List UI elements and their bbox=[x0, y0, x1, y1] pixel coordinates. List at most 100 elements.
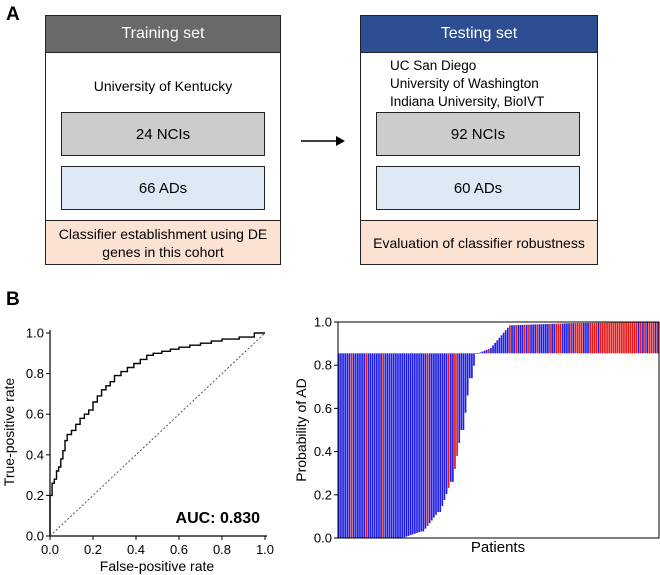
probability-bar bbox=[642, 322, 644, 354]
probability-bar bbox=[656, 322, 659, 354]
probability-bar bbox=[509, 325, 511, 354]
probability-bar bbox=[608, 322, 611, 354]
testing-set-title: Testing set bbox=[440, 25, 518, 42]
probability-bar bbox=[411, 353, 414, 535]
probability-bar bbox=[424, 353, 427, 529]
roc-y-tick-label: 0.6 bbox=[26, 407, 44, 422]
probability-bar bbox=[388, 353, 391, 538]
roc-auc-label: AUC: 0.830 bbox=[176, 510, 261, 527]
probability-bar bbox=[633, 322, 636, 354]
probability-bar bbox=[585, 322, 587, 354]
probability-y-tick-label: 0.4 bbox=[314, 444, 332, 459]
probability-bar bbox=[485, 349, 488, 354]
probability-bar bbox=[460, 353, 463, 430]
probability-bar bbox=[591, 322, 594, 354]
probability-bar bbox=[511, 325, 513, 354]
probability-bar bbox=[361, 353, 363, 538]
roc-y-tick-label: 1.0 bbox=[26, 326, 44, 341]
probability-bar bbox=[559, 323, 562, 354]
probability-bar bbox=[601, 322, 604, 354]
probability-y-tick-label: 0.0 bbox=[314, 531, 332, 546]
probability-bar bbox=[371, 353, 374, 538]
probability-bar bbox=[610, 322, 613, 354]
probability-bar bbox=[346, 353, 349, 538]
training-footer: Classifier establishment using DE genes … bbox=[46, 220, 280, 264]
probability-bar bbox=[340, 353, 342, 538]
probability-bar bbox=[612, 322, 615, 354]
probability-bar bbox=[570, 323, 572, 354]
probability-bar bbox=[517, 325, 520, 354]
probability-bar bbox=[525, 324, 528, 354]
roc-diagonal-line bbox=[49, 332, 266, 537]
probability-bar bbox=[378, 353, 380, 538]
probability-bar bbox=[338, 353, 340, 538]
probability-bar bbox=[352, 353, 355, 538]
testing-institution-3: Indiana University, BioIVT bbox=[390, 94, 545, 109]
probability-bar bbox=[449, 353, 452, 482]
probability-bar bbox=[403, 353, 406, 538]
probability-x-axis-label: Patients bbox=[471, 539, 525, 556]
probability-bar bbox=[513, 325, 515, 354]
probability-bar bbox=[414, 353, 416, 534]
probability-bar bbox=[399, 353, 401, 538]
probability-bar bbox=[519, 324, 522, 354]
probability-bar bbox=[540, 324, 543, 354]
probability-bar bbox=[479, 352, 482, 354]
training-institution: University of Kentucky bbox=[93, 78, 233, 94]
probability-bar bbox=[422, 353, 425, 532]
probability-bar bbox=[549, 323, 551, 354]
probability-y-axis-label: Probability of AD bbox=[293, 378, 309, 482]
probability-bar bbox=[382, 353, 385, 538]
probability-bar bbox=[462, 353, 465, 430]
probability-bar bbox=[363, 353, 366, 538]
probability-bar bbox=[606, 322, 608, 354]
roc-x-tick-label: 0.8 bbox=[213, 542, 231, 557]
probability-bar bbox=[629, 322, 632, 354]
testing-ad-count: 60 ADs bbox=[376, 166, 580, 210]
roc-x-tick-label: 0.0 bbox=[41, 542, 59, 557]
probability-bar bbox=[435, 353, 437, 515]
probability-bar bbox=[566, 323, 568, 354]
probability-bar bbox=[604, 322, 606, 354]
probability-bar bbox=[547, 323, 549, 354]
probability-bar bbox=[646, 322, 649, 354]
probability-bar bbox=[563, 323, 566, 354]
testing-footer: Evaluation of classifier robustness bbox=[361, 220, 597, 264]
probability-bar bbox=[430, 353, 433, 521]
probability-bar bbox=[420, 353, 423, 532]
probability-bar bbox=[487, 349, 490, 354]
probability-bar bbox=[426, 353, 429, 526]
probability-plot-frame bbox=[337, 321, 660, 539]
roc-chart: 0.0 0.2 0.4 0.6 0.8 1.0 0.0 0.2 0.4 0.6 0.8 1.0 AU… bbox=[1, 326, 274, 575]
probability-bar bbox=[644, 322, 646, 354]
probability-bar bbox=[654, 322, 657, 354]
roc-x-ticks: 0.0 0.2 0.4 0.6 0.8 1.0 bbox=[41, 536, 274, 557]
probability-bar bbox=[464, 353, 467, 413]
probability-bar bbox=[416, 353, 418, 533]
probability-bars bbox=[338, 322, 659, 538]
probability-bar bbox=[439, 353, 442, 513]
probability-bar bbox=[561, 323, 564, 354]
probability-bar bbox=[452, 353, 454, 482]
probability-bar bbox=[475, 353, 477, 354]
probability-bar bbox=[384, 353, 387, 538]
probability-bar bbox=[445, 353, 448, 494]
probability-bar bbox=[466, 353, 469, 396]
probability-bar bbox=[471, 353, 473, 379]
probability-bar bbox=[492, 345, 494, 354]
probability-bar bbox=[568, 323, 570, 354]
probability-bar bbox=[390, 353, 393, 538]
probability-bar bbox=[458, 353, 461, 443]
probability-bar bbox=[447, 353, 450, 488]
probability-bar bbox=[490, 347, 492, 354]
probability-bar bbox=[576, 323, 579, 354]
probability-y-tick-label: 1.0 bbox=[314, 315, 332, 330]
roc-y-tick-label: 0.0 bbox=[26, 529, 44, 544]
probability-bar bbox=[506, 327, 509, 354]
probability-bar bbox=[587, 322, 589, 354]
probability-bar bbox=[637, 322, 640, 354]
probability-bar bbox=[380, 353, 382, 538]
training-set-header: Training set bbox=[46, 16, 280, 53]
roc-y-axis-label: True-positive rate bbox=[1, 378, 17, 487]
probability-bar bbox=[498, 337, 501, 354]
